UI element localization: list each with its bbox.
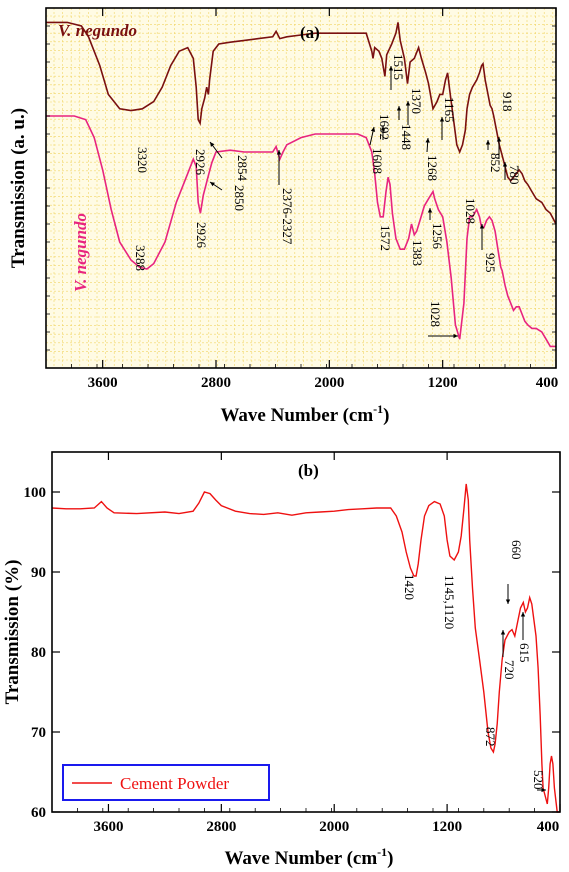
annotation-arrowhead bbox=[210, 182, 215, 187]
annotation-label: 1028 bbox=[428, 301, 443, 327]
panel-b-frame bbox=[51, 451, 561, 813]
y-tick-label: 70 bbox=[31, 725, 46, 741]
x-tick-label: 2800 bbox=[201, 375, 231, 391]
x-tick-label: 2000 bbox=[319, 819, 349, 835]
annotation-arrowhead bbox=[427, 208, 433, 213]
panel-a-ylabel: Transmission (a. u.) bbox=[8, 108, 29, 268]
annotation-label: 872 bbox=[483, 727, 498, 747]
y-tick-label: 60 bbox=[31, 805, 46, 821]
legend-label-v-negundo-top: V. negundo bbox=[58, 21, 137, 40]
annotation-arrowhead bbox=[520, 612, 526, 617]
annotation-label: 1370 bbox=[409, 88, 424, 114]
panel-b: 3600 2800 2000 1200 400 60 70 80 90 100 (b) Trans… bbox=[2, 451, 561, 869]
annotation-label: 1572 bbox=[378, 225, 393, 251]
annotation-label: 1515 bbox=[391, 54, 406, 80]
annotation-arrowhead bbox=[485, 140, 491, 145]
y-tick-label: 90 bbox=[31, 565, 46, 581]
panel-b-ticks: 3600 2800 2000 1200 400 60 70 80 90 100 bbox=[24, 452, 561, 835]
panel-a-xlabel-main: Wave Number (cm bbox=[220, 405, 373, 426]
annotation-label: 1608 bbox=[370, 148, 385, 174]
annotation-label: 1383 bbox=[410, 240, 425, 266]
annotation-arrowhead bbox=[502, 162, 508, 167]
annotation-label: 780 bbox=[507, 165, 522, 185]
annotation-arrowhead bbox=[405, 101, 411, 106]
annotation-label: 2850 bbox=[232, 185, 247, 211]
annotation-label: 1268 bbox=[425, 155, 440, 181]
panel-b-xlabel-end: ) bbox=[387, 848, 393, 869]
x-tick-label: 400 bbox=[537, 819, 560, 835]
panel-a-xlabel: Wave Number (cm-1) bbox=[220, 402, 389, 426]
x-tick-label: 1200 bbox=[432, 819, 462, 835]
panel-a-label: (a) bbox=[300, 23, 320, 42]
annotation-arrowhead bbox=[500, 630, 506, 635]
annotation-label: 660 bbox=[509, 540, 524, 560]
annotation-arrowhead bbox=[210, 142, 215, 147]
annotation-arrowhead bbox=[439, 117, 445, 122]
annotation-label: 1028 bbox=[463, 198, 478, 224]
x-tick-label: 3600 bbox=[93, 819, 123, 835]
y-tick-label: 80 bbox=[31, 645, 46, 661]
annotation-arrowhead bbox=[425, 138, 430, 143]
annotation-label: 1165 bbox=[442, 97, 457, 123]
x-tick-label: 2000 bbox=[314, 375, 344, 391]
annotation-label: 2926 bbox=[194, 222, 209, 249]
annotation-arrowhead bbox=[496, 137, 502, 142]
panel-b-annotations: 1420 1145,1120 872 720 660 615 520 bbox=[402, 540, 546, 793]
annotation-label: 925 bbox=[483, 253, 498, 273]
series-line-cement-powder bbox=[51, 483, 560, 813]
y-tick-label: 100 bbox=[24, 485, 47, 501]
x-tick-label: 3600 bbox=[88, 375, 118, 391]
annotation-arrowhead bbox=[505, 599, 511, 604]
annotation-label: 520 bbox=[531, 770, 546, 790]
annotation-arrowhead bbox=[541, 787, 546, 793]
annotation-arrowhead bbox=[276, 150, 282, 155]
annotation-label: 1145,1120 bbox=[442, 575, 457, 629]
annotation-arrowhead bbox=[388, 66, 394, 71]
panel-a: 3600 2800 2000 1200 400 (a) Transmission (a.… bbox=[8, 7, 558, 426]
annotation-label: 1692 bbox=[377, 114, 392, 140]
legend-label-v-negundo-side: V. negundo bbox=[71, 213, 90, 292]
annotation-arrowhead bbox=[479, 224, 485, 229]
panel-b-xlabel-main: Wave Number (cm bbox=[224, 848, 377, 869]
annotation-label: 1256 bbox=[430, 223, 445, 250]
annotation-label: 852 bbox=[488, 153, 503, 173]
x-tick-label: 2800 bbox=[206, 819, 236, 835]
annotation-label: 3288 bbox=[133, 245, 148, 271]
annotation-label: 918 bbox=[500, 92, 515, 112]
x-tick-label: 400 bbox=[536, 375, 559, 391]
annotation-label: 1420 bbox=[402, 574, 417, 600]
panel-a-ticks: 3600 2800 2000 1200 400 bbox=[46, 8, 558, 391]
annotation-label: 2926 bbox=[193, 149, 208, 176]
annotation-label: 1448 bbox=[399, 124, 414, 150]
annotation-arrowhead bbox=[453, 333, 458, 339]
panel-b-xlabel: Wave Number (cm-1) bbox=[224, 845, 393, 869]
annotation-arrowhead bbox=[370, 127, 376, 132]
annotation-label: 2854 bbox=[235, 155, 250, 182]
panel-b-legend: Cement Powder bbox=[62, 764, 270, 801]
annotation-label: 3320 bbox=[135, 147, 150, 173]
panel-b-xlabel-sup: -1 bbox=[377, 845, 387, 859]
panel-b-ylabel: Transmission (%) bbox=[2, 560, 23, 705]
annotation-label: 2376-2327 bbox=[280, 188, 295, 245]
series-line-v-negundo-pink bbox=[46, 115, 556, 348]
panel-b-label: (b) bbox=[298, 461, 319, 480]
x-tick-label: 1200 bbox=[428, 375, 458, 391]
panel-a-grid bbox=[46, 8, 556, 368]
annotation-arrowhead bbox=[396, 106, 402, 111]
panel-a-xlabel-end: ) bbox=[383, 405, 389, 426]
legend-label-cement-powder: Cement Powder bbox=[120, 774, 229, 793]
annotation-label: 615 bbox=[517, 643, 532, 663]
annotation-arrowhead bbox=[380, 126, 386, 131]
annotation-label: 720 bbox=[502, 660, 517, 680]
panel-a-xlabel-sup: -1 bbox=[373, 402, 383, 416]
